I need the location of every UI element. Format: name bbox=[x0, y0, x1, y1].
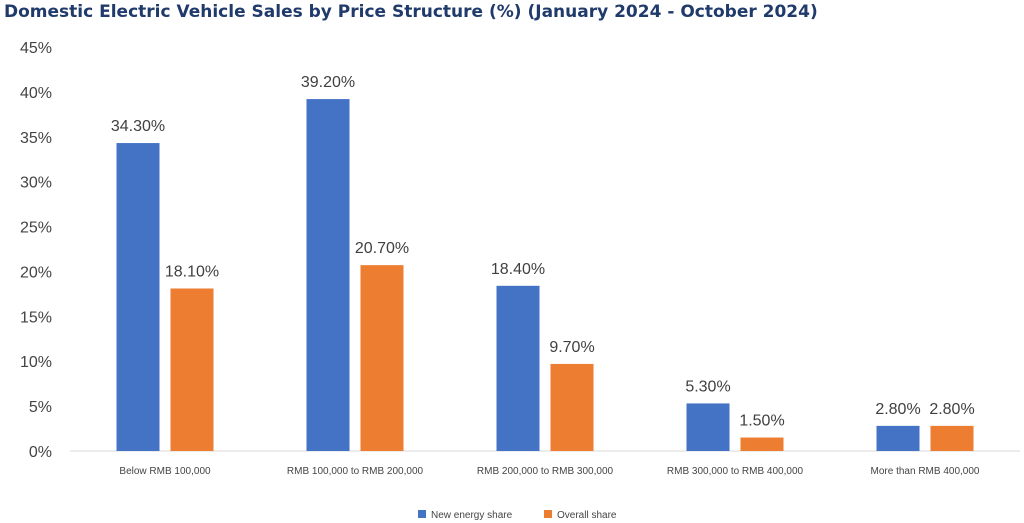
bar-overall-3 bbox=[740, 437, 784, 451]
chart-title: Domestic Electric Vehicle Sales by Price… bbox=[4, 2, 818, 22]
bar-new-energy-1 bbox=[306, 99, 350, 452]
x-tick-label: More than RMB 400,000 bbox=[871, 466, 980, 477]
bar-new-energy-3 bbox=[686, 403, 730, 451]
x-tick-label: RMB 100,000 to RMB 200,000 bbox=[287, 466, 424, 477]
bar-overall-0 bbox=[170, 288, 214, 451]
legend-label-overall: Overall share bbox=[557, 510, 617, 521]
y-tick-label: 20% bbox=[20, 264, 52, 281]
data-label: 9.70% bbox=[549, 339, 594, 356]
y-tick-label: 5% bbox=[29, 399, 52, 416]
bar-new-energy-2 bbox=[496, 285, 540, 451]
bar-overall-4 bbox=[930, 425, 974, 451]
data-label: 5.30% bbox=[685, 378, 730, 395]
data-label: 39.20% bbox=[301, 74, 355, 91]
y-tick-label: 10% bbox=[20, 354, 52, 371]
x-tick-label: Below RMB 100,000 bbox=[119, 466, 211, 477]
data-label: 18.40% bbox=[491, 261, 545, 278]
y-tick-label: 30% bbox=[20, 175, 52, 192]
y-tick-label: 0% bbox=[29, 444, 52, 461]
data-label: 2.80% bbox=[929, 401, 974, 418]
data-label: 1.50% bbox=[739, 413, 784, 430]
y-tick-label: 45% bbox=[20, 40, 52, 57]
data-label: 34.30% bbox=[111, 118, 165, 135]
data-label: 18.10% bbox=[165, 264, 219, 281]
data-label: 2.80% bbox=[875, 401, 920, 418]
bar-new-energy-4 bbox=[876, 425, 920, 451]
y-tick-label: 25% bbox=[20, 220, 52, 237]
y-tick-label: 15% bbox=[20, 309, 52, 326]
legend-swatch-new-energy bbox=[418, 510, 426, 518]
bar-new-energy-0 bbox=[116, 143, 160, 451]
x-tick-label: RMB 300,000 to RMB 400,000 bbox=[667, 466, 804, 477]
y-tick-label: 35% bbox=[20, 130, 52, 147]
x-tick-label: RMB 200,000 to RMB 300,000 bbox=[477, 466, 614, 477]
bar-overall-1 bbox=[360, 265, 404, 451]
legend-label-new-energy: New energy share bbox=[431, 510, 513, 521]
legend-swatch-overall bbox=[544, 510, 552, 518]
y-tick-label: 40% bbox=[20, 85, 52, 102]
bar-overall-2 bbox=[550, 363, 594, 451]
data-label: 20.70% bbox=[355, 240, 409, 257]
